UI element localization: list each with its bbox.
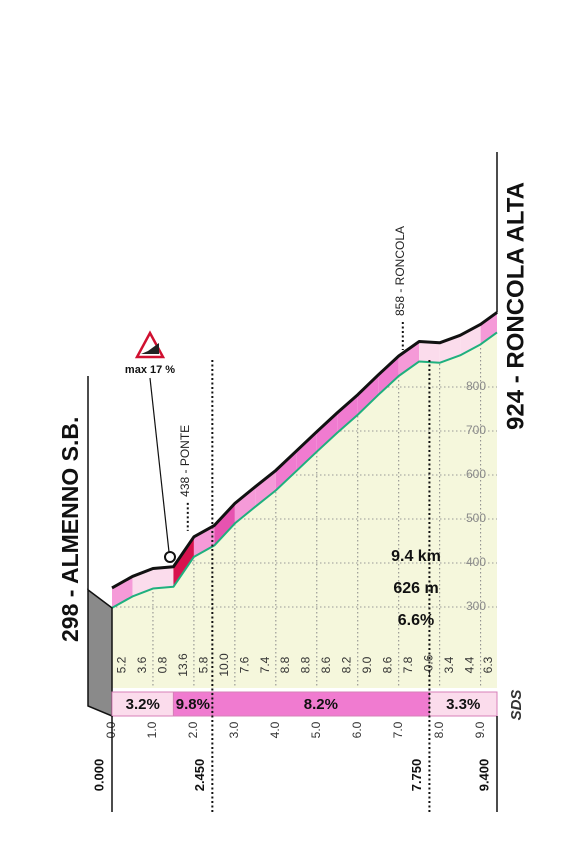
sector-label: 9.8% (176, 696, 210, 713)
gradient-segment (480, 312, 497, 345)
x-tick-label: 8.0 (432, 721, 446, 738)
gradient-segment (275, 451, 297, 491)
y-tick-label: 400 (466, 555, 486, 569)
distance-mark-label: 2.450 (192, 759, 207, 792)
start-block (87, 588, 113, 718)
gradient-segment (152, 566, 174, 589)
gradient-segment (234, 486, 256, 524)
x-tick-label: 2.0 (186, 721, 200, 738)
gradient-label: 7.6 (237, 656, 251, 673)
gradient-segment (337, 394, 358, 433)
gradient-label: 7.4 (258, 656, 272, 673)
sector-label: 3.3% (446, 696, 480, 713)
gradient-segment (255, 470, 276, 507)
y-tick-label: 600 (466, 467, 486, 481)
y-tick-label: 300 (466, 599, 486, 613)
gradient-segment (357, 374, 379, 415)
sector-bar (172, 691, 213, 717)
gradient-segment (173, 536, 194, 587)
gradient-label: 5.8 (196, 656, 210, 673)
gradient-segment (316, 412, 338, 452)
gradient-segment (460, 324, 481, 356)
x-tick-label: 6.0 (350, 721, 364, 738)
y-tick-label: 700 (466, 423, 486, 437)
distance-mark-label: 9.400 (476, 759, 491, 792)
summary-text: 6.6% (398, 612, 434, 629)
gradient-label: 5.2 (114, 656, 128, 673)
x-tick-label: 1.0 (145, 721, 159, 738)
gradient-segment (112, 576, 133, 608)
y-tick-label: 800 (466, 379, 486, 393)
profile-area (112, 332, 497, 688)
waypoint-label: 858 - RONCOLA (393, 226, 407, 316)
gradient-label: 13.6 (176, 653, 190, 677)
profile-line (111, 311, 498, 590)
sector-label: 3.2% (126, 696, 160, 713)
gradient-label: 9.0 (360, 656, 374, 673)
max-gradient-icon (134, 330, 166, 359)
summary-text: 626 m (393, 580, 438, 597)
gradient-segment (214, 503, 235, 546)
x-tick-label: 7.0 (391, 721, 405, 738)
max-gradient-label: max 17 % (125, 364, 175, 376)
max-gradient-point (164, 551, 176, 563)
gradient-label: 8.8 (278, 656, 292, 673)
logo: SDS (508, 690, 525, 721)
distance-mark-label: 0.000 (91, 759, 106, 792)
gradient-segment (378, 356, 399, 395)
sector-bar (111, 691, 174, 717)
gradient-label: -0.6 (422, 654, 436, 675)
y-tick-label: 500 (466, 511, 486, 525)
gradient-label: 6.3 (481, 656, 495, 673)
gradient-label: 7.8 (401, 656, 415, 673)
gradient-label: 8.2 (340, 656, 354, 673)
sector-label: 8.2% (304, 696, 338, 713)
finish-label: 924 - RONCOLA ALTA (502, 182, 529, 430)
x-tick-label: 3.0 (227, 721, 241, 738)
warning-hill (141, 343, 159, 354)
gradient-label: 8.6 (381, 656, 395, 673)
start-label: 298 - ALMENNO S.B. (57, 417, 83, 642)
gradient-segment (296, 431, 317, 472)
gradient-label: 0.8 (155, 656, 169, 673)
x-tick-label: 4.0 (268, 721, 282, 738)
gradient-segment (398, 341, 420, 376)
waypoint-label: 438 - PONTE (178, 425, 192, 497)
gradient-segment (193, 525, 215, 557)
gradient-label: 8.6 (319, 656, 333, 673)
x-tick-label: 0.0 (104, 721, 118, 738)
profile-base-line (111, 331, 498, 609)
gradient-label: 10.0 (217, 653, 231, 677)
gradient-label: 8.8 (299, 656, 313, 673)
distance-mark-label: 7.750 (409, 759, 424, 792)
x-tick-label: 5.0 (309, 721, 323, 738)
gradient-label: 3.6 (135, 656, 149, 673)
gradient-segment (419, 341, 440, 363)
gradient-label: 4.4 (463, 656, 477, 673)
sector-bar (211, 691, 430, 717)
max-gradient-pointer (149, 377, 170, 553)
x-tick-label: 9.0 (473, 721, 487, 738)
gradient-label: 3.4 (442, 656, 456, 673)
summary-text: 9.4 km (391, 548, 441, 565)
